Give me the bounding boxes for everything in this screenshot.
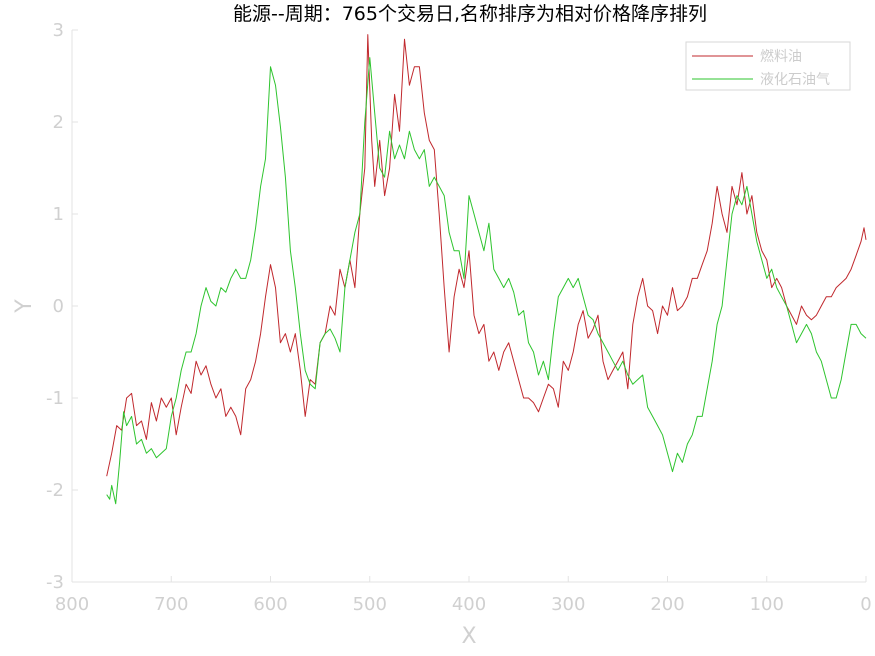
x-tick-label: 600	[253, 594, 287, 615]
x-tick-label: 400	[452, 594, 486, 615]
x-tick-label: 700	[154, 594, 188, 615]
legend: 燃料油 液化石油气	[685, 41, 851, 91]
x-tick-label: 500	[353, 594, 387, 615]
series-line-fuel-oil	[106, 34, 867, 477]
legend-box	[685, 41, 851, 91]
x-tick-label: 200	[650, 594, 684, 615]
x-tick-label: 0	[860, 594, 871, 615]
y-tick-label: 3	[53, 20, 64, 41]
y-axis-label: Y	[12, 299, 37, 314]
y-tick-label: -2	[46, 480, 64, 501]
y-tick-label: 0	[53, 296, 64, 317]
x-axis-label: X	[461, 624, 476, 649]
legend-label-fuel-oil: 燃料油	[760, 48, 802, 65]
chart-title: 能源--周期：765个交易日,名称排序为相对价格降序排列	[233, 3, 707, 25]
y-tick-label: 1	[53, 204, 64, 225]
x-tick-label: 100	[750, 594, 784, 615]
x-tick-label: 300	[551, 594, 585, 615]
series-line-lpg	[106, 57, 867, 505]
legend-label-lpg: 液化石油气	[760, 72, 830, 88]
y-tick-label: 2	[53, 112, 64, 133]
x-tick-label: 800	[55, 594, 89, 615]
y-tick-label: -1	[46, 388, 64, 409]
y-tick-label: -3	[46, 572, 64, 593]
